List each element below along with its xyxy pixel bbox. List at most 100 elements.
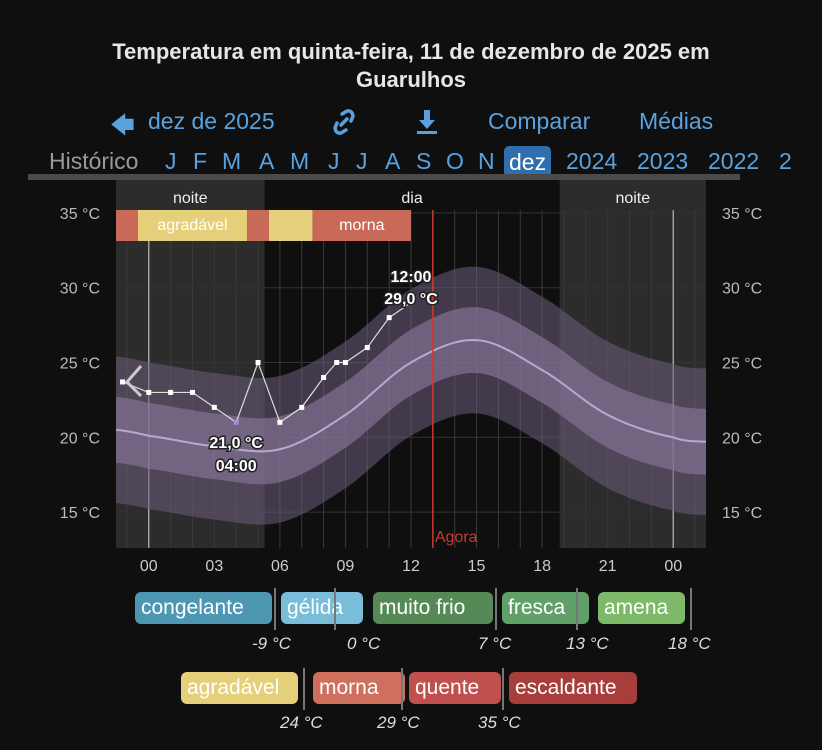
averages-link[interactable]: Médias [639, 108, 714, 134]
legend-threshold: 29 °C [377, 713, 420, 732]
legend-escaldante: escaldante [509, 672, 637, 704]
now-label: Agora [435, 529, 478, 546]
period-label: noite [173, 190, 208, 207]
y-tick-label-right: 35 °C [722, 206, 762, 223]
period-label: dia [401, 190, 422, 207]
legend-gélida: gélida [281, 592, 363, 624]
observation-point [120, 379, 126, 385]
month-dec-selected[interactable]: dez [504, 146, 552, 178]
comfort-band-label: morna [339, 217, 384, 234]
compare-link[interactable]: Comparar [488, 108, 591, 134]
legend-separator [334, 588, 336, 630]
download-icon[interactable] [415, 108, 439, 142]
legend-threshold: 18 °C [668, 634, 711, 653]
month-aug[interactable]: A [385, 148, 401, 174]
comfort-band-agradavel [137, 210, 248, 241]
back-month-link[interactable]: dez de 2025 [148, 108, 275, 134]
toolbar: 🡄 dez de 2025 Comparar Médias [0, 108, 822, 139]
scrollbar[interactable] [28, 174, 740, 180]
year-2023[interactable]: 2023 [637, 148, 689, 174]
min-time-label: 04:00 [216, 458, 257, 475]
x-tick-label: 12 [402, 558, 420, 575]
x-tick-label: 18 [533, 558, 551, 575]
legend-threshold: 0 °C [347, 634, 381, 653]
y-tick-label-left: 15 °C [60, 505, 100, 522]
month-selector: Histórico J F M A M J J A S O N dez 2024… [0, 146, 822, 178]
month-oct[interactable]: O [446, 148, 464, 174]
legend-separator [401, 668, 403, 710]
x-tick-label: 06 [271, 558, 289, 575]
legend-muito-frio: muito frio [373, 592, 493, 624]
legend-separator [303, 668, 305, 710]
observation-point [277, 419, 283, 425]
comfort-band-label: agradável [157, 217, 227, 234]
month-mar[interactable]: M [222, 148, 242, 174]
legend-separator [502, 668, 504, 710]
normal-mean-line [115, 339, 707, 453]
normal-range-inner [116, 307, 706, 485]
comfort-band-agradavel [268, 210, 313, 241]
month-feb[interactable]: F [193, 148, 208, 174]
month-jul[interactable]: J [356, 148, 368, 174]
max-temp-label: 29,0 °C [384, 291, 438, 308]
temperature-chart: noite dia noite agradável morna Agora 21,0 °C 0… [60, 180, 762, 575]
observation-point [334, 360, 340, 366]
month-jun[interactable]: J [328, 148, 340, 174]
observation-point [408, 300, 414, 306]
legend-fresca: fresca [502, 592, 589, 624]
year-2024[interactable]: 2024 [566, 148, 618, 174]
x-tick-label: 03 [205, 558, 223, 575]
observation-point [342, 360, 348, 366]
legend-separator [690, 588, 692, 630]
title-line-2: Guarulhos [355, 67, 466, 92]
y-tick-label-left: 25 °C [60, 356, 100, 373]
period-label: noite [615, 190, 650, 207]
chevron-left-icon[interactable] [124, 365, 143, 398]
observation-point [255, 360, 261, 366]
page-title: Temperatura em quinta-feira, 11 de dezem… [0, 38, 822, 94]
year-2022[interactable]: 2022 [708, 148, 760, 174]
observation-point [211, 404, 217, 410]
month-sep[interactable]: S [416, 148, 432, 174]
title-line-1: Temperatura em quinta-feira, 11 de dezem… [112, 39, 710, 64]
legend-threshold: 24 °C [280, 713, 323, 732]
y-tick-label-right: 15 °C [722, 505, 762, 522]
observation-point [146, 389, 152, 395]
observation-point [364, 345, 370, 351]
observation-point [299, 404, 305, 410]
link-icon[interactable] [332, 108, 356, 142]
month-jan[interactable]: J [165, 148, 177, 174]
y-tick-label-left: 20 °C [60, 430, 100, 447]
year-more[interactable]: 2 [779, 148, 792, 174]
y-tick-label-right: 30 °C [722, 281, 762, 298]
arrow-left-icon[interactable]: 🡄 [110, 112, 135, 139]
legend-threshold: 7 °C [478, 634, 512, 653]
x-tick-label: 00 [140, 558, 158, 575]
y-tick-label-right: 20 °C [722, 430, 762, 447]
legend-threshold: 35 °C [478, 713, 521, 732]
y-tick-label-right: 25 °C [722, 356, 762, 373]
month-may[interactable]: M [290, 148, 310, 174]
legend-threshold: -9 °C [252, 634, 291, 653]
comfort-band-morna [312, 210, 411, 241]
x-tick-label: 21 [599, 558, 617, 575]
y-tick-label-left: 30 °C [60, 281, 100, 298]
legend-threshold: 13 °C [566, 634, 609, 653]
observation-point [168, 389, 174, 395]
x-tick-label: 15 [468, 558, 486, 575]
legend-morna: morna [313, 672, 405, 704]
x-tick-label: 09 [337, 558, 355, 575]
observation-point [321, 374, 327, 380]
legend-amena: amena [598, 592, 685, 624]
y-tick-label-left: 35 °C [60, 206, 100, 223]
month-apr[interactable]: A [259, 148, 275, 174]
legend-separator [495, 588, 497, 630]
legend-separator [576, 588, 578, 630]
min-temp-label: 21,0 °C [209, 435, 263, 452]
month-nov[interactable]: N [478, 148, 495, 174]
legend-congelante: congelante [135, 592, 272, 624]
legend-agradável: agradável [181, 672, 298, 704]
x-tick-label: 00 [664, 558, 682, 575]
history-label: Histórico [49, 148, 139, 174]
observation-point [189, 389, 195, 395]
